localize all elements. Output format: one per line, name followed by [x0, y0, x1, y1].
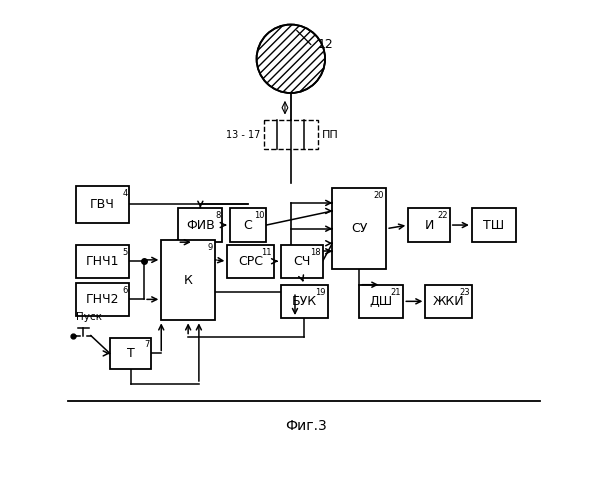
- Text: 10: 10: [254, 211, 265, 220]
- Text: ТШ: ТШ: [483, 219, 504, 232]
- Text: ГНЧ1: ГНЧ1: [86, 254, 119, 268]
- Text: Пуск: Пуск: [76, 312, 101, 322]
- Bar: [281, 245, 323, 278]
- Text: 11: 11: [262, 248, 272, 256]
- Bar: [408, 208, 450, 242]
- Bar: [230, 208, 266, 242]
- Text: ЖКИ: ЖКИ: [433, 295, 464, 308]
- Bar: [110, 337, 152, 369]
- Circle shape: [257, 24, 325, 93]
- Bar: [76, 283, 130, 316]
- Text: С: С: [244, 219, 252, 232]
- Text: Фиг.3: Фиг.3: [285, 419, 326, 433]
- Text: 7: 7: [144, 340, 150, 349]
- Text: СУ: СУ: [351, 222, 367, 235]
- Text: 9: 9: [208, 243, 213, 251]
- Text: 23: 23: [459, 287, 470, 296]
- Bar: [264, 120, 318, 149]
- Text: 18: 18: [310, 248, 321, 256]
- Text: Т: Т: [127, 347, 134, 360]
- Bar: [281, 285, 327, 318]
- Text: 20: 20: [374, 191, 384, 200]
- Text: 5: 5: [122, 248, 128, 256]
- Text: 22: 22: [437, 211, 448, 220]
- Text: 13 - 17: 13 - 17: [225, 130, 260, 140]
- Text: 8: 8: [215, 211, 221, 220]
- Text: СЧ: СЧ: [293, 254, 310, 268]
- Bar: [472, 208, 516, 242]
- Text: БУК: БУК: [291, 295, 317, 308]
- Bar: [332, 189, 386, 269]
- Text: СРС: СРС: [238, 254, 263, 268]
- Text: 12: 12: [318, 37, 334, 50]
- Bar: [178, 208, 222, 242]
- Text: ГНЧ2: ГНЧ2: [86, 293, 119, 306]
- Bar: [425, 285, 472, 318]
- Bar: [76, 245, 130, 278]
- Text: 21: 21: [391, 287, 401, 296]
- Text: 6: 6: [122, 286, 128, 295]
- Bar: [227, 245, 274, 278]
- Bar: [161, 240, 215, 320]
- Bar: [359, 285, 403, 318]
- Text: ДШ: ДШ: [370, 295, 393, 308]
- Text: ГВЧ: ГВЧ: [90, 198, 115, 211]
- Text: ФИВ: ФИВ: [186, 219, 214, 232]
- Text: 19: 19: [315, 287, 326, 296]
- Text: ПП: ПП: [321, 130, 338, 140]
- Text: К: К: [184, 273, 192, 286]
- Text: 4: 4: [122, 189, 128, 198]
- Text: И: И: [424, 219, 434, 232]
- Bar: [76, 186, 130, 223]
